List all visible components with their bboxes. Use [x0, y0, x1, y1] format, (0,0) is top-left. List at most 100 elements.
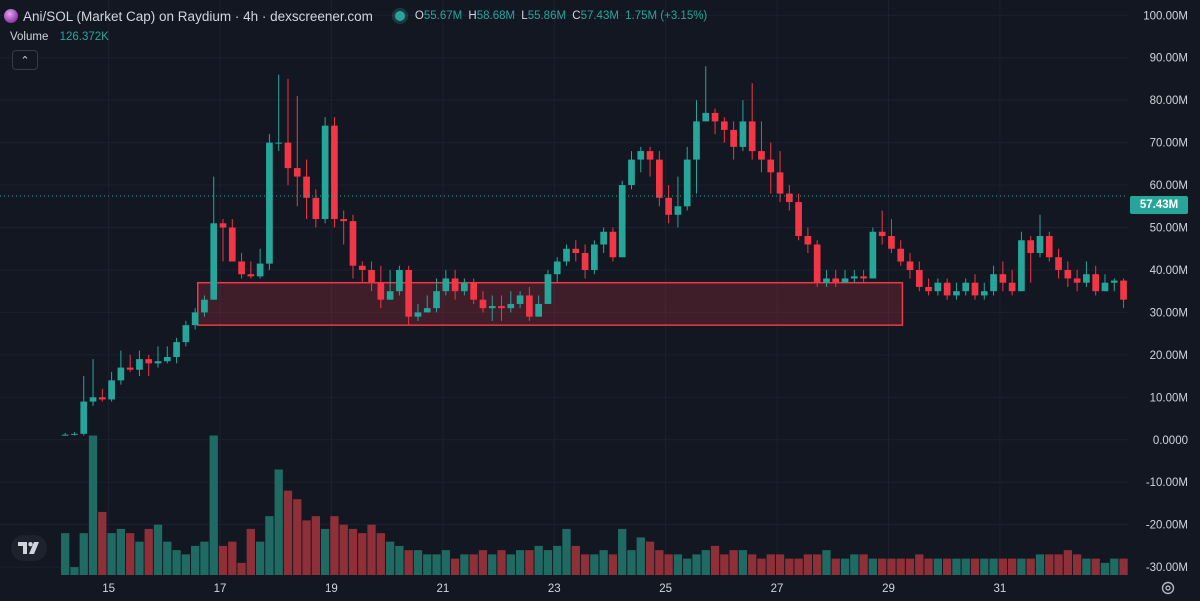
volume-bar — [664, 554, 673, 576]
ohlc-readout: O55.67M H58.68M L55.86M C57.43M 1.75M (+… — [415, 10, 710, 22]
volume-bar — [153, 524, 163, 576]
candle-body — [544, 274, 552, 304]
volume-bar — [896, 558, 905, 576]
candle-body — [897, 248, 905, 262]
candle-body — [247, 274, 255, 277]
volume-bar — [209, 435, 218, 576]
volume-bar — [1017, 558, 1026, 576]
price-tick-label: 30.00M — [1150, 307, 1188, 319]
volume-bar — [348, 528, 358, 576]
candle-body — [962, 282, 970, 292]
volume-bar — [320, 528, 330, 576]
volume-bar — [525, 550, 534, 576]
volume-bar — [126, 533, 135, 576]
price-axis[interactable]: 100.00M 90.00M 80.00M 70.00M 60.00M 50.00M 40.… — [1128, 0, 1200, 599]
candle-body — [433, 291, 440, 309]
candle-body — [553, 261, 561, 275]
volume-bar — [775, 554, 785, 576]
candle-body — [210, 223, 218, 300]
volume-bar — [645, 541, 655, 576]
time-tick-label: 19 — [325, 583, 338, 595]
candle-body — [980, 291, 988, 296]
volume-bar — [497, 550, 506, 576]
volume-bar — [720, 554, 729, 576]
volume-bar — [998, 558, 1007, 576]
volume-bar — [339, 524, 348, 576]
volume-bar — [413, 550, 423, 576]
volume-bar — [200, 541, 209, 576]
volume-bar — [79, 533, 88, 576]
volume-bar — [460, 554, 469, 576]
volume-bar — [785, 558, 794, 576]
volume-bar — [683, 558, 692, 576]
volume-bar — [61, 533, 70, 576]
candle-body — [173, 342, 180, 357]
volume-bar — [376, 533, 385, 576]
candle-body — [832, 278, 840, 283]
volume-bar — [710, 545, 720, 576]
volume-bar — [952, 558, 961, 576]
low-value: 55.86M — [527, 10, 567, 22]
candle-body — [470, 282, 478, 300]
candle-body — [507, 303, 515, 309]
price-tick-label: 20.00M — [1150, 350, 1188, 362]
volume-bar — [450, 558, 460, 576]
candle-body — [934, 282, 942, 292]
candle-body — [340, 219, 348, 222]
gear-icon[interactable] — [1160, 580, 1176, 596]
volume-bar — [618, 528, 627, 576]
change-value: 1.75M (+3.15%) — [625, 10, 708, 22]
volume-bar — [813, 554, 822, 576]
low-label: L — [521, 10, 528, 22]
candle-body — [628, 159, 635, 186]
candle-body — [423, 308, 431, 313]
candle-body — [591, 244, 598, 270]
price-tick-label: -20.00M — [1146, 520, 1188, 532]
candle-body — [804, 236, 812, 245]
volume-bar — [692, 554, 701, 576]
candle-body — [999, 274, 1007, 283]
candle-body — [730, 129, 737, 147]
volume-bar — [274, 469, 283, 576]
candle-body — [516, 295, 524, 304]
candle-body — [461, 282, 468, 292]
volume-bar — [228, 541, 237, 576]
volume-bar — [488, 554, 497, 576]
volume-label[interactable]: Volume — [10, 31, 49, 43]
volume-bar — [989, 558, 998, 576]
candle-body — [1110, 280, 1118, 283]
high-value: 58.68M — [476, 10, 516, 22]
volume-bar — [135, 541, 144, 576]
symbol-title[interactable]: Ani/SOL (Market Cap) on Raydium · 4h · d… — [23, 8, 373, 24]
close-value: 57.43M — [580, 10, 619, 22]
chevron-up-icon: ⌃ — [20, 54, 30, 67]
candle-body — [163, 356, 171, 362]
volume-bar — [395, 545, 404, 576]
volume-bar — [878, 558, 887, 576]
volume-bar — [673, 554, 683, 576]
candle-body — [637, 151, 645, 160]
volume-bar — [218, 545, 228, 576]
volume-legend: Volume 126.372K — [10, 31, 109, 43]
volume-bar — [330, 516, 339, 576]
volume-bar — [1007, 558, 1017, 576]
candle-body — [906, 261, 914, 270]
volume-bar — [571, 545, 580, 576]
candle-body — [256, 263, 264, 277]
tradingview-logo-icon[interactable] — [11, 535, 47, 561]
candle-body — [312, 197, 320, 220]
volume-bar — [599, 550, 608, 576]
volume-bar — [302, 520, 311, 576]
collapse-legend-button[interactable]: ⌃ — [12, 50, 38, 70]
volume-bar — [924, 558, 933, 576]
time-tick-label: 15 — [102, 583, 115, 595]
time-axis[interactable]: 15 17 19 21 23 25 27 29 31 — [0, 575, 1128, 599]
volume-bar — [748, 554, 757, 576]
volume-bar — [385, 541, 395, 576]
candle-body — [293, 168, 301, 177]
volume-bar — [850, 554, 859, 576]
volume-bar — [1091, 558, 1100, 576]
candle-body — [201, 299, 208, 313]
candle-body — [80, 401, 88, 434]
